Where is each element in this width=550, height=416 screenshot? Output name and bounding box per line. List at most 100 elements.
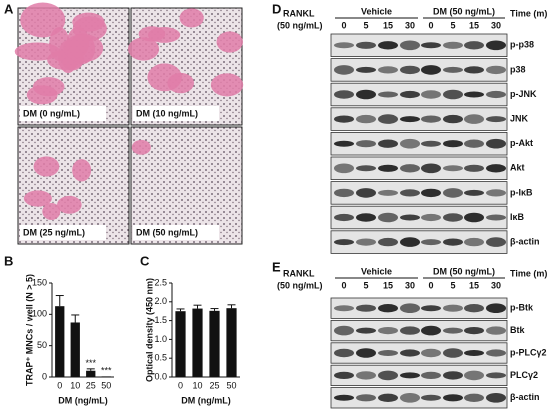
band bbox=[443, 140, 463, 148]
band bbox=[464, 393, 484, 402]
x-tick-label: 50 bbox=[101, 380, 111, 390]
time-label: 0 bbox=[341, 20, 346, 30]
band bbox=[464, 114, 484, 124]
panel-label: C bbox=[140, 253, 150, 268]
band bbox=[464, 139, 484, 148]
osteoclast bbox=[210, 73, 244, 97]
bar bbox=[86, 370, 96, 377]
osteoclast bbox=[57, 195, 82, 214]
band bbox=[334, 163, 354, 174]
band bbox=[421, 213, 441, 222]
osteoclast bbox=[33, 156, 60, 177]
band bbox=[486, 65, 506, 75]
y-tick-label: 50 bbox=[37, 340, 47, 350]
y-tick-label: 100 bbox=[32, 309, 47, 319]
band bbox=[400, 90, 420, 99]
band bbox=[464, 189, 484, 196]
treatment: RANKL bbox=[283, 268, 315, 278]
band bbox=[421, 325, 441, 336]
band bbox=[334, 305, 354, 312]
band bbox=[443, 114, 463, 124]
band bbox=[334, 213, 354, 222]
band bbox=[486, 138, 506, 149]
y-tick-label: 2.0 bbox=[154, 296, 167, 306]
y-tick-label: 0.0 bbox=[154, 371, 167, 381]
time-label: 0 bbox=[341, 280, 346, 290]
osteoclast bbox=[179, 8, 204, 28]
band bbox=[400, 303, 420, 314]
x-tick-label: 10 bbox=[192, 380, 202, 390]
band bbox=[443, 213, 463, 222]
micrograph-label-box bbox=[133, 106, 219, 121]
band bbox=[486, 90, 506, 99]
band bbox=[486, 164, 506, 173]
band bbox=[356, 238, 376, 246]
y-axis-title: Optical density (450 nm) bbox=[144, 278, 154, 382]
band bbox=[421, 163, 441, 174]
band bbox=[334, 42, 354, 49]
x-axis-title: DM (ng/mL) bbox=[58, 395, 108, 405]
protein-label: p-IκB bbox=[510, 187, 533, 197]
protein-label: Akt bbox=[510, 163, 525, 173]
band bbox=[443, 188, 463, 198]
band bbox=[400, 65, 420, 75]
band bbox=[421, 305, 441, 312]
time-label: 30 bbox=[405, 20, 415, 30]
micrograph bbox=[17, 126, 130, 245]
band bbox=[378, 114, 398, 124]
band bbox=[334, 140, 354, 147]
band bbox=[400, 40, 420, 51]
band bbox=[356, 114, 376, 124]
band bbox=[400, 214, 420, 221]
band bbox=[464, 164, 484, 172]
band bbox=[356, 304, 376, 312]
band bbox=[443, 41, 463, 49]
band bbox=[486, 303, 506, 314]
x-tick-label: 25 bbox=[86, 380, 96, 390]
band bbox=[421, 239, 441, 246]
bar bbox=[55, 306, 65, 377]
micrograph-label: DM (25 ng/mL) bbox=[23, 227, 85, 237]
band bbox=[443, 304, 463, 312]
band bbox=[400, 164, 420, 173]
band bbox=[421, 115, 441, 123]
band bbox=[443, 66, 463, 73]
x-tick-label: 0 bbox=[57, 380, 62, 390]
panel-label: B bbox=[4, 253, 13, 268]
band bbox=[486, 214, 506, 221]
protein-label: β-actin bbox=[510, 392, 540, 402]
time-label: 5 bbox=[450, 280, 455, 290]
group-label: Vehicle bbox=[361, 6, 392, 16]
band bbox=[378, 393, 398, 402]
group-label: DM (50 ng/mL) bbox=[433, 6, 495, 16]
micrograph-label-box bbox=[133, 225, 219, 240]
osteoclast bbox=[63, 34, 104, 63]
band bbox=[334, 394, 354, 401]
band bbox=[400, 237, 420, 247]
band bbox=[464, 370, 484, 381]
band bbox=[378, 212, 398, 223]
time-label: 15 bbox=[469, 280, 479, 290]
band bbox=[334, 90, 354, 99]
time-label: 0 bbox=[428, 280, 433, 290]
y-tick-label: 150 bbox=[32, 277, 47, 287]
treatment: RANKL bbox=[283, 8, 315, 18]
band bbox=[421, 394, 441, 401]
band bbox=[400, 372, 420, 379]
band bbox=[421, 371, 441, 379]
y-tick-label: 2.5 bbox=[154, 277, 167, 287]
group-label: DM (50 ng/mL) bbox=[433, 266, 495, 276]
micrograph-label-box bbox=[20, 225, 106, 240]
osteoclast bbox=[127, 37, 160, 61]
band bbox=[443, 165, 463, 172]
time-label: 15 bbox=[383, 20, 393, 30]
band bbox=[443, 348, 463, 358]
band bbox=[378, 41, 398, 50]
band bbox=[378, 370, 398, 381]
band bbox=[486, 40, 506, 51]
band bbox=[356, 89, 376, 100]
y-tick-label: 0 bbox=[42, 371, 47, 381]
osteoclast bbox=[72, 159, 92, 182]
panel-label: D bbox=[272, 1, 281, 16]
